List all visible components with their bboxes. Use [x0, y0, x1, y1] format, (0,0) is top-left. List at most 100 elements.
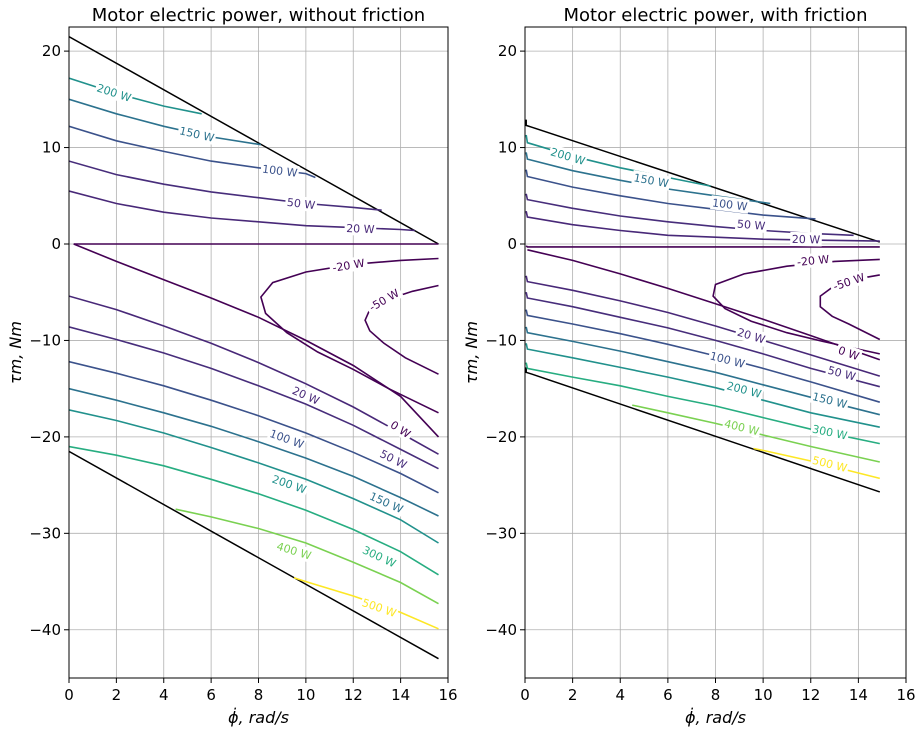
- contour-label: 20 W: [346, 222, 375, 236]
- x-tick-label: 4: [615, 686, 625, 704]
- contour-label: 200 W: [95, 81, 133, 104]
- contour-label-group: 20 W: [790, 231, 822, 247]
- contour-line: [69, 409, 439, 544]
- y-tick-label: 10: [42, 139, 61, 157]
- contour-line: [525, 309, 881, 403]
- contour-label-background: [723, 378, 765, 402]
- y-tick-label: −20: [29, 428, 61, 446]
- contour-label: 50 W: [826, 364, 857, 384]
- contour-label-background: [359, 542, 400, 571]
- contour-label-background: [328, 255, 369, 276]
- contour-label-background: [828, 268, 870, 295]
- contour-label-group: 200 W: [723, 378, 765, 402]
- contour-label-group: -20 W: [793, 251, 833, 270]
- x-tick-label: 4: [159, 686, 169, 704]
- x-tick-label: 2: [568, 686, 578, 704]
- operating-limit-line: [69, 450, 439, 660]
- contour-line: [364, 284, 439, 375]
- operating-limit-line: [69, 35, 439, 245]
- contour-line: [525, 362, 880, 445]
- contour-label-background: [824, 362, 859, 385]
- contour-line: [525, 169, 816, 220]
- contour-label: 100 W: [711, 196, 748, 213]
- contour-label-group: 500 W: [359, 594, 400, 621]
- chart-panel-1: 0 2 4 6 8 10 12 14 16 −40 −30 −20 −10 0 10 20 200 W 150 W…: [6, 5, 458, 727]
- y-tick-label: 0: [507, 235, 517, 253]
- contour-line: [525, 275, 881, 377]
- contour-label: 0 W: [836, 344, 861, 363]
- y-tick-label: −10: [485, 331, 517, 349]
- x-axis-label: ϕ̇, rad/s: [228, 708, 289, 727]
- contour-label-background: [809, 388, 850, 412]
- y-tick-label: −40: [485, 621, 517, 639]
- contour-line: [525, 245, 880, 248]
- contour-label: 100 W: [261, 163, 298, 180]
- contour-label: 50 W: [286, 196, 316, 212]
- chart-title: Motor electric power, without friction: [92, 5, 425, 26]
- contour-label-background: [793, 251, 833, 270]
- contour-label-group: 50 W: [824, 362, 859, 385]
- contour-label-background: [809, 421, 850, 443]
- contour-label: 500 W: [360, 596, 398, 620]
- x-tick-label: 6: [663, 686, 673, 704]
- contour-label: 150 W: [633, 171, 670, 190]
- contour-label-group: 50 W: [284, 194, 318, 213]
- contour-label-background: [273, 538, 315, 563]
- contour-label-group: 50 W: [376, 445, 411, 473]
- x-tick-label: 10: [754, 686, 773, 704]
- y-axis-label: τm, Nm: [462, 321, 481, 384]
- contour-label: 150 W: [811, 390, 849, 411]
- contour-line: [527, 249, 881, 361]
- contour-line: [69, 190, 415, 232]
- axes-frame: [524, 26, 907, 679]
- contour-line: [260, 257, 439, 414]
- operating-limit-line: [525, 367, 881, 493]
- y-tick-label: 20: [498, 42, 517, 60]
- contour-line: [293, 576, 439, 630]
- contour-label: 500 W: [811, 454, 849, 475]
- contour-label-background: [269, 471, 310, 497]
- contour-line: [73, 243, 440, 438]
- contour-line: [69, 160, 382, 211]
- contour-label-group: 200 W: [269, 471, 310, 497]
- operating-limit-line: [525, 119, 881, 243]
- contour-label-background: [631, 170, 672, 191]
- contour-label-group: 500 W: [809, 452, 850, 476]
- x-tick-label: 12: [344, 686, 363, 704]
- y-tick-label: 0: [51, 235, 61, 253]
- x-tick-label: 8: [254, 686, 264, 704]
- y-tick-label: −20: [485, 428, 517, 446]
- y-tick-label: 10: [498, 139, 517, 157]
- contour-label-group: 100 W: [710, 195, 750, 214]
- contour-label: 100 W: [709, 349, 747, 371]
- x-axis-label: ϕ̇, rad/s: [685, 708, 746, 727]
- y-axis-label: τm, Nm: [6, 321, 25, 384]
- contour-label: 200 W: [270, 473, 308, 497]
- contour-line: [69, 445, 439, 576]
- contour-label-group: 200 W: [93, 80, 135, 106]
- contour-label-group: 50 W: [734, 216, 768, 233]
- contour-line: [69, 77, 202, 115]
- contour-label-background: [734, 324, 769, 347]
- contour-label-background: [364, 284, 404, 316]
- x-tick-label: 0: [64, 686, 74, 704]
- contour-label-background: [386, 416, 415, 442]
- contour-label: 20 W: [792, 233, 821, 247]
- x-tick-label: 16: [896, 686, 915, 704]
- contour-line: [525, 326, 880, 416]
- contour-line: [69, 360, 439, 494]
- x-tick-label: 8: [711, 686, 721, 704]
- contour-label: 20 W: [736, 326, 767, 347]
- chart-panel-2: 0 2 4 6 8 10 12 14 16 −40 −30 −20 −10 0 10 20 200 W 150 W…: [462, 5, 916, 727]
- contour-label-background: [547, 144, 589, 169]
- contour-label-background: [266, 425, 308, 452]
- contour-label-background: [376, 445, 411, 473]
- x-tick-label: 2: [112, 686, 122, 704]
- contour-label: -20 W: [796, 253, 830, 269]
- contour-label-group: -50 W: [364, 284, 404, 316]
- contour-line: [525, 193, 854, 237]
- contour-line: [525, 343, 880, 428]
- contour-line: [525, 134, 711, 187]
